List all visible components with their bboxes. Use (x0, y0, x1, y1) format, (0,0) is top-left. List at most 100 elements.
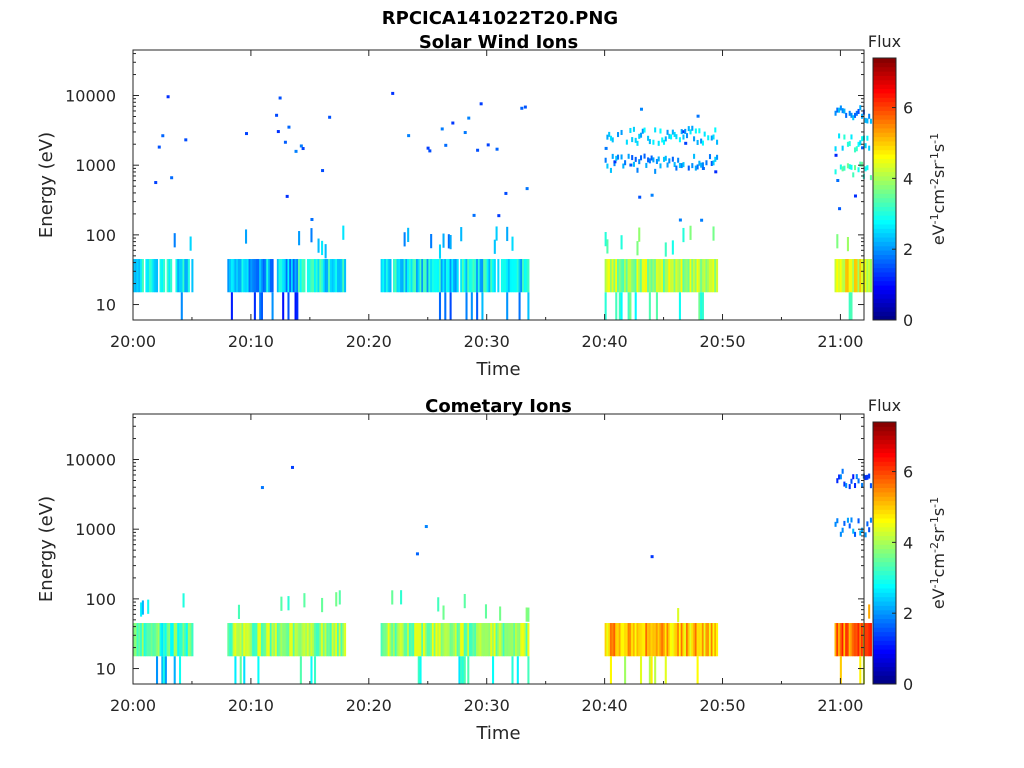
heatmap-cell (329, 623, 332, 657)
heatmap-cell (308, 623, 311, 657)
heatmap-cell (415, 552, 419, 556)
heatmap-cell (173, 233, 176, 248)
heatmap-cell (671, 129, 674, 135)
heatmap-cell (834, 623, 837, 657)
heatmap-cell (639, 155, 643, 161)
heatmap-cell (525, 623, 528, 657)
heatmap-cell (178, 259, 182, 293)
heatmap-cell (380, 623, 383, 657)
heatmap-cell (150, 623, 153, 657)
heatmap-cell (170, 623, 173, 657)
heatmap-cell (243, 259, 246, 293)
heatmap-cell (282, 259, 285, 293)
heatmap-cell (604, 292, 607, 320)
heatmap-cell (313, 656, 317, 684)
heatmap-cell (140, 259, 143, 293)
colorbar-swatch (873, 62, 896, 68)
heatmap-cell (335, 623, 338, 657)
heatmap-cell (483, 259, 486, 293)
heatmap-cell (298, 623, 301, 657)
heatmap-cell (442, 259, 445, 293)
heatmap-cell (245, 259, 248, 293)
heatmap-cell (186, 623, 189, 657)
heatmap-cell (335, 592, 338, 607)
heatmap-cell (417, 259, 420, 293)
heatmap-cell (613, 160, 617, 164)
heatmap-cell (280, 259, 283, 293)
heatmap-cell (864, 475, 867, 481)
heatmap-cell (868, 604, 871, 619)
heatmap-cell (161, 623, 164, 657)
heatmap-cell (639, 132, 643, 138)
heatmap-cell (839, 531, 842, 537)
heatmap-cell (392, 259, 396, 293)
heatmap-cell (175, 623, 178, 657)
heatmap-cell (147, 623, 150, 657)
colorbar-swatch (873, 614, 896, 619)
heatmap-cell (315, 623, 318, 657)
heatmap-cell (838, 259, 841, 293)
colorbar-swatch (873, 439, 896, 445)
heatmap-cell (446, 623, 449, 657)
heatmap-cell (624, 623, 627, 657)
colorbar-swatch (873, 504, 896, 510)
heatmap-cell (866, 135, 869, 141)
colorbar-swatch (873, 66, 896, 72)
heatmap-cell (477, 259, 480, 293)
heatmap-cell (159, 259, 162, 293)
colorbar-swatch (873, 470, 896, 475)
heatmap-cell (412, 259, 415, 293)
colorbar-swatch (873, 306, 896, 312)
heatmap-cell (417, 623, 420, 657)
heatmap-cell (848, 292, 851, 320)
heatmap-cell (492, 623, 495, 657)
heatmap-cell (321, 240, 324, 256)
heatmap-cell (845, 483, 848, 489)
heatmap-cell (861, 161, 864, 167)
heatmap-cell (625, 259, 628, 293)
heatmap-cell (664, 155, 667, 161)
heatmap-cell (670, 623, 673, 657)
heatmap-cell (615, 623, 618, 657)
heatmap-cell (606, 239, 609, 254)
heatmap-cell (301, 623, 304, 657)
heatmap-cell (454, 259, 457, 293)
colorbar-swatch (873, 448, 896, 454)
heatmap-cell (451, 623, 454, 657)
colorbar-swatch (873, 557, 896, 563)
heatmap-cell (414, 623, 417, 657)
heatmap-cell (342, 225, 345, 240)
heatmap-cell (317, 259, 320, 293)
y-tick-label: 10000 (65, 87, 116, 106)
colorbar-swatch (873, 513, 896, 519)
heatmap-cell (513, 259, 516, 293)
heatmap-cell (629, 127, 632, 133)
heatmap-cell (138, 623, 141, 657)
heatmap-cell (853, 112, 857, 118)
heatmap-cell (693, 153, 696, 159)
y-tick-label: 10 (96, 296, 116, 315)
heatmap-cell (673, 162, 676, 168)
heatmap-cell (652, 157, 655, 163)
heatmap-cell (403, 232, 406, 247)
heatmap-cell (312, 259, 315, 293)
heatmap-cell (694, 165, 697, 171)
heatmap-cell (516, 656, 519, 684)
heatmap-cell (236, 259, 239, 293)
heatmap-cell (495, 226, 498, 241)
colorbar-swatch (873, 592, 896, 598)
heatmap-cell (506, 226, 509, 242)
heatmap-cell (189, 623, 192, 657)
heatmap-cell (329, 259, 332, 293)
colorbar-swatch (873, 601, 896, 606)
heatmap-cell (428, 149, 432, 153)
heatmap-cell (161, 656, 164, 684)
colorbar-swatch (873, 553, 896, 558)
colorbar-swatch (873, 237, 896, 242)
solar-wind-ions-panel: 20:00 20:10 20:20 20:30 20:40 20:50 21:00 10 100… (36, 32, 948, 380)
heatmap-cell (178, 623, 182, 657)
heatmap-cell (241, 259, 244, 293)
heatmap-cell (839, 656, 842, 684)
heatmap-cell (484, 623, 488, 657)
x-tick-label: 20:20 (346, 696, 392, 715)
